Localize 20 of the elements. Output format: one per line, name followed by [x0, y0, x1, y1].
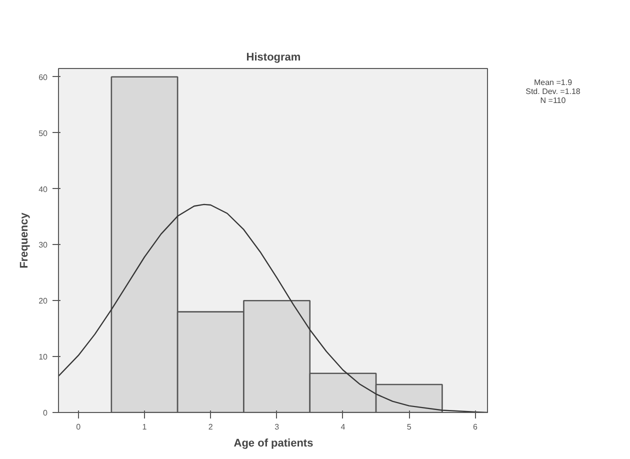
- y-tick-label: 50: [38, 128, 48, 138]
- text: Mean =1.9: [532, 78, 574, 88]
- x-tick-label: 4: [340, 422, 346, 432]
- x-tick-label: 0: [76, 422, 82, 432]
- text: Std. Dev. =1.18: [526, 87, 580, 96]
- chart-title: Histogram: [246, 52, 301, 64]
- y-tick-label: 0: [43, 408, 48, 418]
- x-axis-title: Age of patients: [234, 438, 314, 450]
- y-tick-label: 60: [38, 72, 48, 82]
- x-tick-label: 1: [142, 422, 148, 432]
- x-tick-label: 3: [274, 422, 280, 432]
- y-tick-label: 10: [38, 352, 48, 362]
- y-axis-title: Frequency: [18, 212, 31, 268]
- y-tick-label: 20: [38, 296, 48, 306]
- x-tick-label: 6: [473, 422, 478, 432]
- x-tick-label: 5: [406, 422, 412, 432]
- y-tick-label: 40: [38, 184, 48, 194]
- text: N =110: [539, 96, 567, 106]
- y-tick-label: 30: [38, 240, 48, 250]
- x-tick-label: 2: [208, 422, 214, 432]
